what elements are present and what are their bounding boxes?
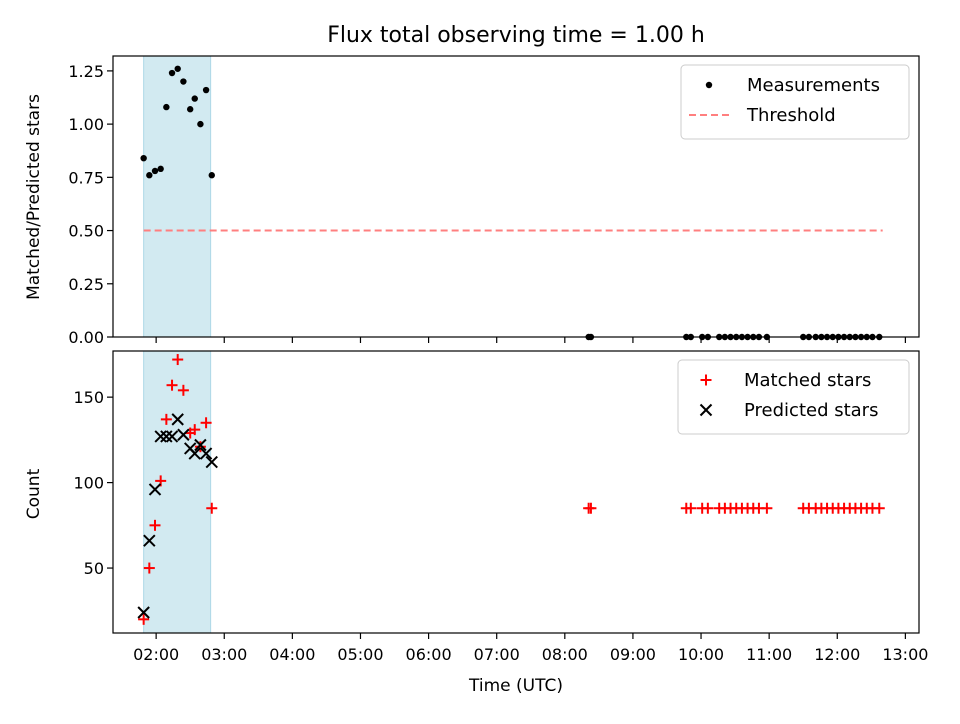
predicted-star-point [148, 483, 162, 496]
predicted-star-point-b [148, 483, 162, 496]
matched-star-point [200, 417, 212, 429]
predicted-star-point [171, 413, 184, 426]
ratio-panel-observing-window [143, 55, 212, 338]
count-panel-y-tick-label: 50 [84, 559, 104, 578]
predicted-star-point [194, 438, 207, 452]
matched-star-point [206, 502, 218, 514]
matched-star-point [149, 519, 161, 531]
measurement-point [180, 78, 187, 85]
predicted-star-point-b [160, 430, 173, 443]
top-y-axis-label: Matched/Predicted stars [24, 94, 44, 300]
matched-star-point [166, 379, 178, 391]
matched-star-point [189, 424, 201, 436]
matched-star-point [761, 502, 773, 514]
ratio-panel-y-tick-label: 1.25 [68, 62, 104, 81]
predicted-star-point [143, 534, 156, 547]
x-tick-label: 04:00 [269, 645, 315, 664]
chart-title: Flux total observing time = 1.00 h [327, 23, 705, 48]
measurement-point [146, 172, 153, 179]
ratio-panel-legend-box [680, 64, 910, 140]
measurement-point [168, 69, 176, 77]
bottom-y-axis-label: Count [24, 468, 44, 519]
count-panel-legend-label: Matched stars [744, 370, 871, 391]
measurement-point [186, 106, 194, 113]
predicted-star-point [154, 430, 167, 443]
ratio-panel-y-tick-label: 0.00 [68, 328, 104, 347]
predicted-star-point-b [143, 534, 156, 547]
ratio-panel-legend-label: Measurements [747, 75, 880, 96]
count-panel-frame [112, 350, 920, 634]
predicted-star-point [137, 606, 150, 619]
matched-star-point [685, 502, 697, 514]
x-tick-label: 13:00 [882, 645, 928, 664]
matched-star-point [172, 354, 184, 366]
matched-star-point [585, 502, 597, 514]
count-panel-observing-window [143, 350, 212, 634]
measurement-point [157, 165, 164, 173]
legend-marker-plus [700, 374, 712, 386]
x-tick-label: 08:00 [542, 645, 588, 664]
predicted-star-point-b [194, 438, 207, 452]
ratio-panel-y-tick-label: 1.00 [68, 115, 104, 134]
x-tick-label: 10:00 [678, 645, 724, 664]
predicted-star-point [165, 430, 179, 443]
legend-marker-dot [705, 81, 713, 89]
legend-marker-x [699, 403, 713, 417]
predicted-star-point-b [154, 430, 167, 443]
x-tick-label: 07:00 [474, 645, 520, 664]
count-panel-legend-label: Predicted stars [744, 400, 878, 421]
measurement-point [140, 154, 147, 162]
matched-star-point [873, 502, 885, 514]
predicted-star-point-b [205, 455, 218, 469]
predicted-star-point-b [188, 447, 201, 460]
predicted-star-point-b [177, 428, 190, 441]
matched-star-point [177, 384, 189, 396]
x-axis-label: Time (UTC) [468, 676, 563, 696]
count-panel-y-tick-label: 150 [73, 388, 104, 407]
x-tick-label: 02:00 [133, 645, 179, 664]
count-panel-legend-box [677, 359, 910, 435]
predicted-star-point [160, 430, 173, 443]
matched-star-point [160, 413, 172, 425]
predicted-star-point [188, 447, 201, 460]
matched-star-point [194, 441, 206, 453]
x-tick-label: 05:00 [337, 645, 383, 664]
measurement-point [191, 95, 198, 102]
ratio-panel-legend-label: Threshold [746, 105, 836, 126]
measurement-point [163, 103, 170, 111]
x-tick-label: 03:00 [201, 645, 247, 664]
measurement-point [151, 167, 159, 175]
count-panel-y-tick-label: 100 [73, 474, 104, 493]
predicted-star-point-b [199, 447, 213, 460]
predicted-star-point-b [171, 413, 184, 426]
predicted-star-point [205, 455, 218, 469]
x-tick-label: 06:00 [406, 645, 452, 664]
ratio-panel-y-tick-label: 0.75 [68, 168, 104, 187]
ratio-panel-y-tick-label: 0.50 [68, 222, 104, 241]
legend-marker-x-b [699, 403, 713, 417]
measurement-point [174, 65, 181, 72]
measurement-point [202, 86, 210, 94]
predicted-star-point [177, 428, 190, 441]
measurement-point [197, 120, 204, 128]
x-tick-label: 09:00 [610, 645, 656, 664]
matched-star-point [702, 502, 714, 514]
matched-star-point [138, 613, 150, 625]
predicted-star-point [199, 447, 213, 460]
x-tick-label: 12:00 [814, 645, 860, 664]
x-tick-label: 11:00 [746, 645, 792, 664]
matched-star-point [143, 562, 155, 574]
ratio-panel-frame [112, 55, 920, 338]
predicted-star-point-b [165, 430, 179, 443]
ratio-panel-y-tick-label: 0.25 [68, 275, 104, 294]
measurement-point [208, 172, 215, 179]
predicted-star-point-b [137, 606, 150, 619]
